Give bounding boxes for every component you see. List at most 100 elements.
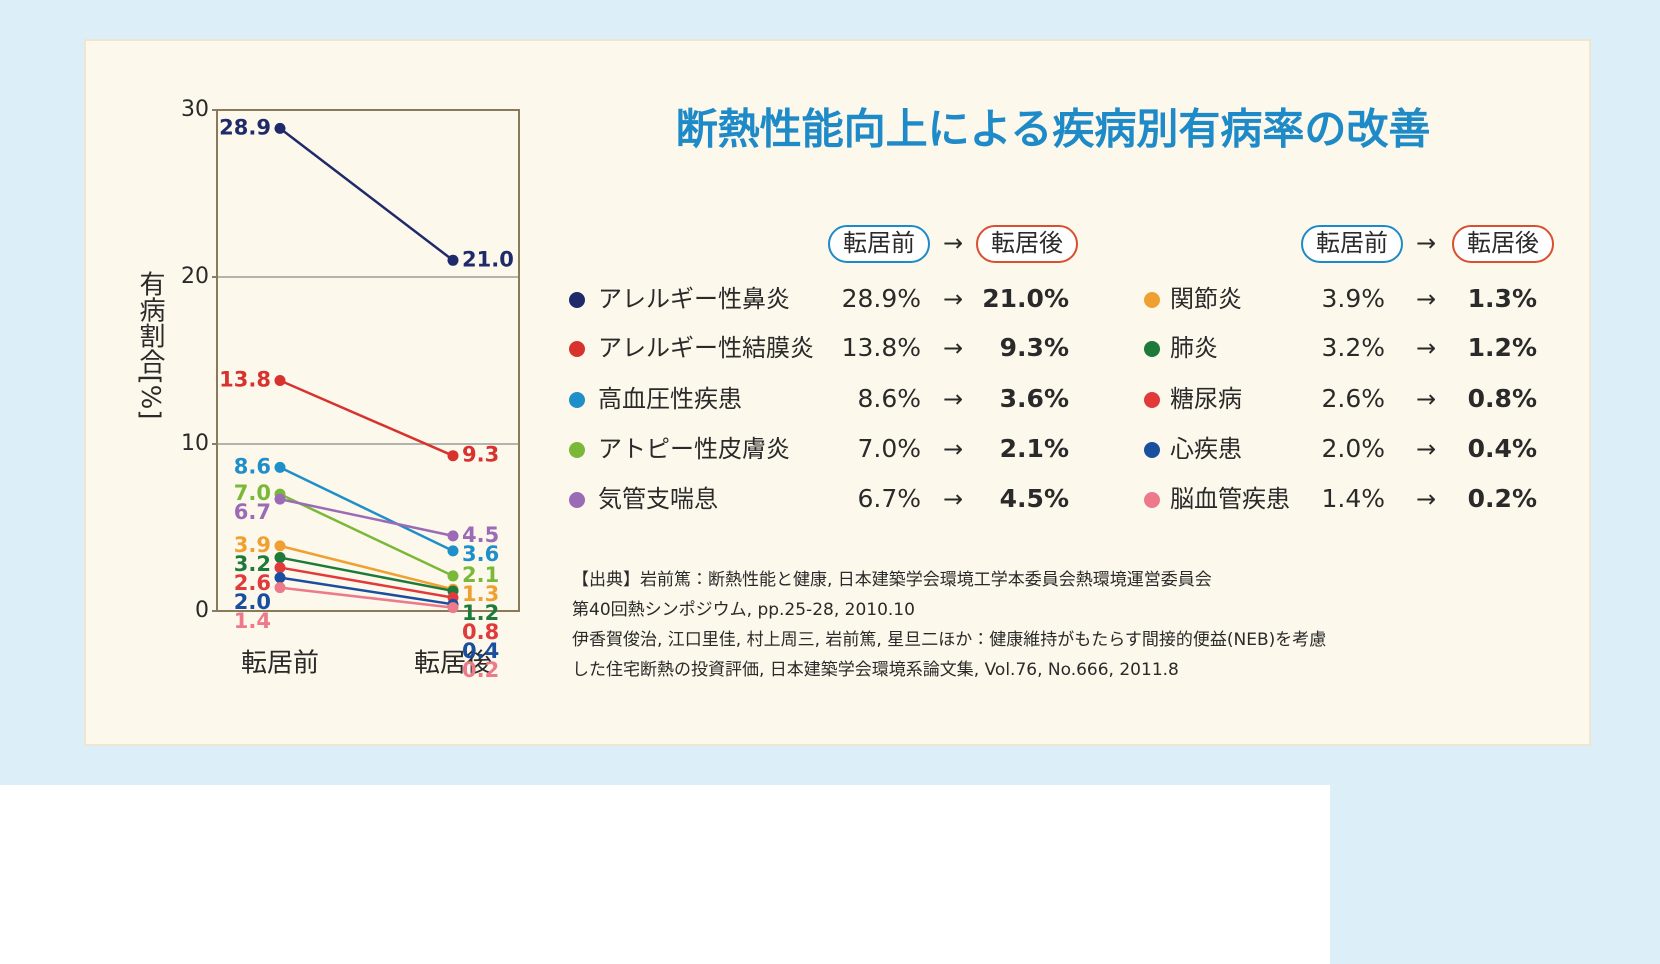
legend-before: 2.0%: [1321, 434, 1385, 463]
x-tick-label: 転居後: [414, 649, 492, 679]
data-label: 2.1: [462, 563, 499, 587]
card: [84, 39, 1591, 746]
data-point: [447, 450, 459, 462]
series-line: [279, 379, 454, 457]
legend-name: 脳血管疾患: [1170, 485, 1290, 513]
legend-before: 8.6%: [857, 384, 921, 413]
legend-header: →: [943, 229, 963, 257]
y-tick-label: 30: [181, 97, 209, 122]
legend-after: 0.2%: [1468, 484, 1537, 513]
legend-arrow: →: [1416, 385, 1436, 413]
data-point: [447, 570, 459, 582]
y-axis-label: 有病割合[%]: [135, 270, 165, 419]
series-line: [279, 466, 454, 553]
y-tick-label: 20: [181, 264, 209, 289]
data-point: [274, 562, 286, 574]
legend-header: 転居後: [991, 229, 1063, 257]
legend-arrow: →: [943, 485, 963, 513]
data-label: 0.2: [462, 658, 499, 682]
data-label: 2.6: [234, 571, 271, 595]
legend-after: 4.5%: [1000, 484, 1069, 513]
x-tick-label: 転居前: [241, 649, 319, 679]
series-line: [279, 544, 454, 591]
legend-header: →: [1416, 229, 1436, 257]
data-point: [274, 572, 286, 584]
legend-marker: [1144, 392, 1160, 408]
series-line: [279, 566, 454, 599]
source-note: 【出典】岩前篤：断熱性能と健康, 日本建築学会環境工学本委員会熱環境運営委員会: [572, 570, 1212, 590]
data-point: [274, 552, 286, 564]
data-point: [274, 375, 286, 387]
legend-arrow: →: [1416, 334, 1436, 362]
white-area: [0, 785, 1330, 964]
data-point: [274, 122, 286, 134]
legend-after: 1.2%: [1468, 333, 1537, 362]
legend-name: 高血圧性疾患: [598, 385, 742, 413]
legend-arrow: →: [943, 334, 963, 362]
legend-marker: [1144, 492, 1160, 508]
data-label: 21.0: [462, 247, 514, 271]
series-line: [279, 556, 454, 593]
series-line: [279, 497, 454, 538]
legend-after: 21.0%: [982, 284, 1069, 313]
legend-name: 関節炎: [1170, 285, 1242, 313]
legend-name: アレルギー性結膜炎: [598, 334, 814, 362]
data-label: 9.3: [462, 443, 499, 467]
data-point: [447, 545, 459, 557]
legend-before: 7.0%: [857, 434, 921, 463]
legend-arrow: →: [1416, 285, 1436, 313]
legend-before: 3.9%: [1321, 284, 1385, 313]
legend-arrow: →: [1416, 485, 1436, 513]
series-line: [279, 576, 454, 606]
data-label: 3.6: [462, 542, 499, 566]
data-point: [274, 493, 286, 505]
legend-name: アトピー性皮膚炎: [598, 435, 790, 463]
legend-after: 9.3%: [1000, 333, 1069, 362]
source-note: 第40回熱シンポジウム, pp.25-28, 2010.10: [572, 600, 915, 620]
legend-header-box: [976, 225, 1078, 263]
legend-name: 心疾患: [1170, 435, 1242, 463]
legend-before: 2.6%: [1321, 384, 1385, 413]
legend-after: 0.4%: [1468, 434, 1537, 463]
data-label: 8.6: [234, 454, 271, 478]
data-label: 4.5: [462, 523, 499, 547]
legend-header: 転居前: [1316, 229, 1388, 257]
legend-marker: [1144, 341, 1160, 357]
data-label: 7.0: [234, 481, 271, 505]
legend-marker: [569, 341, 585, 357]
legend-name: アレルギー性鼻炎: [598, 285, 790, 313]
legend-marker: [569, 292, 585, 308]
legend-after: 0.8%: [1468, 384, 1537, 413]
legend-name: 気管支喘息: [598, 485, 718, 513]
legend-after: 1.3%: [1468, 284, 1537, 313]
legend-header: 転居前: [843, 229, 915, 257]
legend-header: 転居後: [1467, 229, 1539, 257]
data-label: 0.8: [462, 620, 499, 644]
legend-before: 28.9%: [842, 284, 921, 313]
legend-arrow: →: [943, 435, 963, 463]
plot-frame: [216, 109, 520, 612]
source-note: 伊香賀俊治, 江口里佳, 村上周三, 岩前篤, 星旦二ほか：健康維持がもたらす間…: [572, 630, 1326, 650]
legend-marker: [1144, 292, 1160, 308]
legend-arrow: →: [1416, 435, 1436, 463]
legend-before: 3.2%: [1321, 333, 1385, 362]
legend-after: 3.6%: [1000, 384, 1069, 413]
data-label: 6.7: [234, 500, 271, 524]
legend-before: 1.4%: [1321, 484, 1385, 513]
data-label: 13.8: [219, 368, 271, 392]
chart-title: 断熱性能向上による疾病別有病率の改善: [676, 105, 1431, 154]
data-label: 28.9: [219, 115, 271, 139]
data-label: 3.9: [234, 533, 271, 557]
data-label: 1.2: [462, 601, 499, 625]
data-point: [447, 602, 459, 614]
legend-after: 2.1%: [1000, 434, 1069, 463]
legend-before: 13.8%: [842, 333, 921, 362]
legend-arrow: →: [943, 385, 963, 413]
legend-name: 肺炎: [1170, 334, 1218, 362]
data-label: 0.4: [462, 639, 499, 663]
data-point: [274, 461, 286, 473]
series-line: [279, 127, 454, 262]
y-tick-label: 10: [181, 431, 209, 456]
